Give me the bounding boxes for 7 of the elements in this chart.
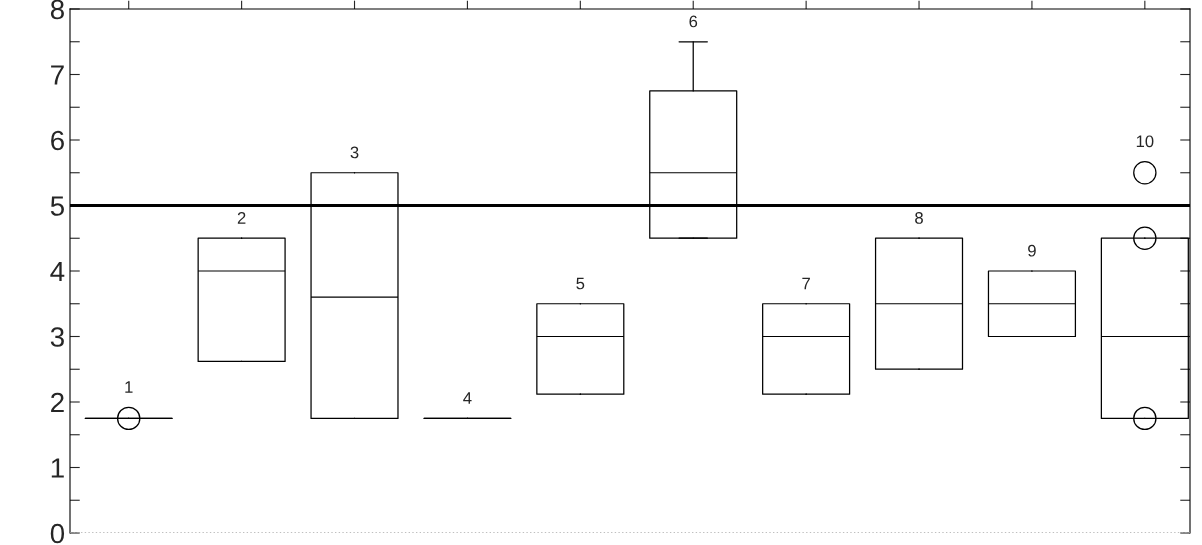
y-tick-label: 0 [50, 523, 65, 544]
y-tick-label: 1 [51, 458, 64, 478]
y-tick-label: 3 [50, 327, 64, 347]
x-tick-label: 9 [1028, 244, 1036, 257]
x-tick-label: 10 [1136, 135, 1154, 148]
y-tick-label: 7 [51, 65, 64, 85]
y-tick-label: 8 [50, 0, 64, 20]
